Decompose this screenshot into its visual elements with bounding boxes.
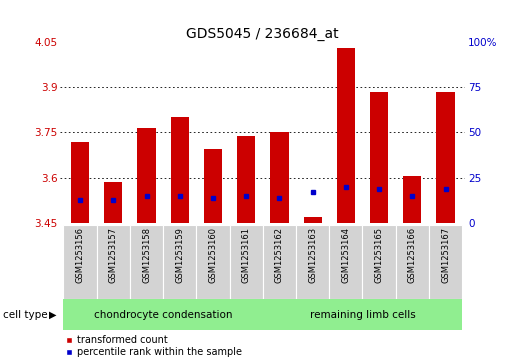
Bar [204,149,222,223]
Bar [230,225,263,299]
Bar [303,217,322,223]
Bar [63,299,263,330]
Bar [196,225,230,299]
Title: GDS5045 / 236684_at: GDS5045 / 236684_at [187,27,339,41]
Bar [130,225,163,299]
Text: GSM1253164: GSM1253164 [342,227,350,283]
Bar [362,225,396,299]
Text: GSM1253156: GSM1253156 [76,227,85,283]
Bar [370,92,388,223]
Text: GSM1253158: GSM1253158 [142,227,151,283]
Text: GSM1253161: GSM1253161 [242,227,251,283]
Text: GSM1253166: GSM1253166 [408,227,417,284]
Bar [436,92,454,223]
Bar [403,176,422,223]
Text: GSM1253162: GSM1253162 [275,227,284,283]
Bar [263,225,296,299]
Bar [163,225,196,299]
Bar [337,48,355,223]
Bar [104,183,122,223]
Bar [97,225,130,299]
Bar [63,225,97,299]
Bar [296,225,329,299]
Bar [270,132,289,223]
Bar [138,128,156,223]
Bar [237,135,255,223]
Text: GSM1253159: GSM1253159 [175,227,184,283]
Text: cell type: cell type [3,310,47,320]
Bar [396,225,429,299]
Text: GSM1253165: GSM1253165 [374,227,383,283]
Text: remaining limb cells: remaining limb cells [310,310,415,320]
Text: GSM1253163: GSM1253163 [308,227,317,284]
Text: GSM1253160: GSM1253160 [209,227,218,283]
Bar [263,299,462,330]
Bar [429,225,462,299]
Legend: transformed count, percentile rank within the sample: transformed count, percentile rank withi… [65,335,242,357]
Bar [329,225,362,299]
Bar [170,117,189,223]
Text: chondrocyte condensation: chondrocyte condensation [94,310,232,320]
Bar [71,142,89,223]
Text: GSM1253157: GSM1253157 [109,227,118,283]
Text: ▶: ▶ [49,310,56,320]
Text: GSM1253167: GSM1253167 [441,227,450,284]
